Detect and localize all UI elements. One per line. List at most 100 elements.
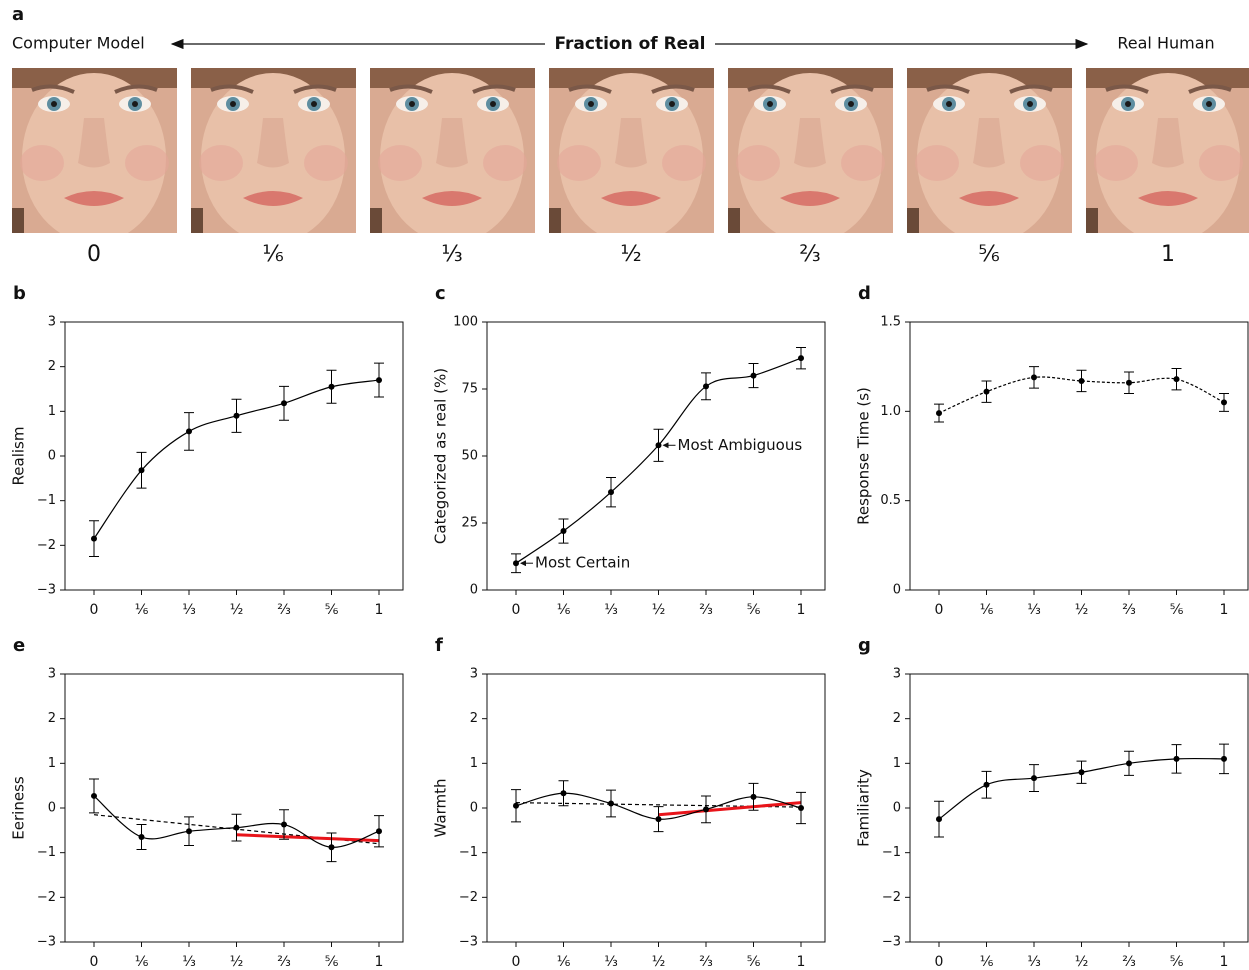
x-tick-label: 1 — [797, 602, 806, 618]
y-tick-label: −3 — [459, 935, 478, 950]
data-point — [513, 802, 519, 809]
y-tick-label: 50 — [461, 449, 478, 464]
face-image — [728, 68, 893, 233]
data-point — [138, 467, 145, 474]
x-tick-label: ⅔ — [1122, 602, 1136, 618]
face-image — [370, 68, 535, 233]
x-tick-label: 0 — [935, 954, 944, 970]
x-tick-label: ⅙ — [557, 954, 571, 970]
data-point — [1078, 769, 1085, 776]
x-tick-label: ⅚ — [325, 954, 339, 970]
x-tick-label: ⅓ — [1027, 602, 1041, 618]
x-tick-label: ⅚ — [1170, 954, 1184, 970]
panel-label: d — [858, 283, 871, 304]
data-point — [138, 834, 145, 841]
x-tick-label: ⅙ — [135, 954, 149, 970]
data-point — [376, 377, 382, 384]
x-tick-label: 0 — [935, 602, 944, 618]
data-point — [1221, 755, 1227, 762]
x-tick-label: 0 — [512, 954, 521, 970]
y-tick-label: −2 — [459, 890, 478, 905]
data-point — [608, 489, 614, 496]
data-point — [560, 790, 567, 797]
y-axis-label: Categorized as real (%) — [432, 368, 450, 544]
data-point — [750, 793, 757, 800]
x-tick-label: ⅓ — [182, 602, 196, 618]
data-point — [1173, 376, 1180, 383]
left-label: Computer Model — [12, 34, 145, 53]
data-point — [91, 792, 97, 799]
fraction-label: ⅓ — [441, 242, 462, 267]
data-point — [91, 535, 97, 542]
fraction-label: ½ — [620, 242, 641, 267]
data-point — [186, 828, 192, 835]
x-tick-label: ½ — [1075, 954, 1089, 970]
x-tick-label: ⅓ — [1027, 954, 1041, 970]
y-tick-label: −2 — [882, 890, 901, 905]
data-point — [186, 428, 192, 435]
y-tick-label: 1.5 — [880, 315, 901, 330]
data-point — [798, 355, 804, 362]
y-tick-label: 3 — [48, 315, 56, 330]
fit-line — [658, 801, 802, 817]
x-tick-label: ⅔ — [699, 954, 713, 970]
y-tick-label: 25 — [461, 516, 478, 531]
data-point — [1173, 755, 1180, 762]
data-point — [1078, 377, 1085, 384]
fraction-label: ⅚ — [978, 242, 999, 267]
x-tick-label: ⅙ — [557, 602, 571, 618]
x-tick-label: 1 — [1220, 954, 1229, 970]
data-point — [1031, 374, 1037, 381]
fit-line — [236, 833, 380, 843]
y-tick-label: 1 — [48, 756, 56, 771]
y-axis-label: Eeriness — [10, 776, 28, 840]
y-tick-label: 2 — [48, 359, 56, 374]
panel-label: a — [12, 4, 24, 25]
x-tick-label: ⅓ — [182, 954, 196, 970]
y-tick-label: −2 — [37, 890, 56, 905]
plot-frame — [909, 321, 1249, 591]
y-tick-label: −1 — [459, 845, 478, 860]
fraction-label: 1 — [1161, 242, 1175, 267]
data-point — [936, 816, 942, 823]
data-point — [281, 400, 287, 407]
data-point — [513, 560, 519, 567]
x-tick-label: 1 — [375, 602, 384, 618]
y-tick-label: −1 — [37, 845, 56, 860]
x-tick-label: ⅔ — [699, 602, 713, 618]
fit-line — [515, 802, 802, 808]
plot-frame — [64, 673, 404, 943]
fraction-label: ⅙ — [262, 242, 283, 267]
data-point — [1031, 775, 1037, 782]
data-point — [750, 372, 757, 379]
y-tick-label: −1 — [882, 845, 901, 860]
y-tick-label: 0 — [470, 583, 478, 598]
data-point — [703, 806, 709, 813]
face-image — [1086, 68, 1249, 233]
annotation: Most Ambiguous — [678, 436, 803, 454]
data-point — [1221, 399, 1227, 406]
y-axis-label: Warmth — [432, 779, 450, 838]
data-point — [1126, 760, 1132, 767]
x-tick-label: 1 — [1220, 602, 1229, 618]
y-tick-label: −3 — [882, 935, 901, 950]
data-point — [1126, 379, 1132, 386]
x-tick-label: ⅙ — [980, 602, 994, 618]
y-tick-label: 0 — [48, 449, 56, 464]
x-tick-label: ⅚ — [747, 954, 761, 970]
y-tick-label: −2 — [37, 538, 56, 553]
x-tick-label: ⅓ — [604, 954, 618, 970]
y-tick-label: 75 — [461, 382, 478, 397]
face-image — [549, 68, 714, 233]
y-tick-label: 0.5 — [880, 493, 901, 508]
data-point — [703, 383, 709, 390]
data-point — [328, 844, 335, 851]
panel-label: c — [435, 283, 446, 304]
plot-frame — [64, 321, 404, 591]
annotation: Most Certain — [535, 554, 630, 572]
x-tick-label: ⅔ — [277, 954, 291, 970]
y-tick-label: 3 — [470, 667, 478, 682]
panel-label: b — [13, 283, 26, 304]
